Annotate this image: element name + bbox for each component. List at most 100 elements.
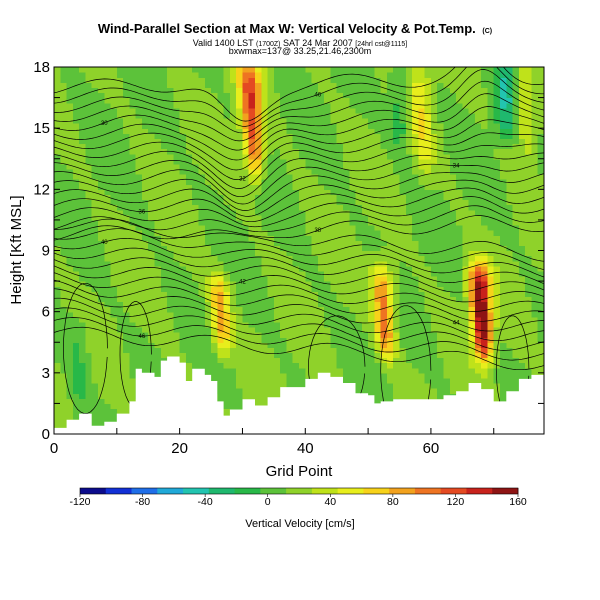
field-cell: [443, 245, 451, 252]
field-cell: [167, 240, 174, 247]
field-cell: [481, 342, 489, 348]
field-cell: [236, 357, 244, 364]
field-cell: [198, 332, 206, 338]
field-cell: [116, 245, 124, 252]
field-cell: [85, 265, 93, 272]
field-cell: [380, 163, 388, 170]
field-cell: [468, 184, 476, 190]
field-cell: [110, 332, 118, 338]
field-cell: [468, 199, 476, 206]
field-cell: [185, 92, 193, 99]
field-cell: [148, 362, 156, 369]
field-cell: [405, 174, 413, 180]
field-cell: [85, 388, 93, 394]
field-cell: [380, 342, 388, 348]
field-cell: [66, 357, 74, 364]
field-cell: [456, 168, 463, 175]
field-cell: [255, 97, 262, 104]
field-cell: [248, 337, 256, 343]
field-cell: [185, 148, 193, 155]
field-cell: [462, 301, 470, 308]
field-cell: [317, 326, 325, 333]
field-cell: [342, 209, 350, 216]
field-cell: [418, 82, 426, 88]
field-cell: [255, 296, 262, 303]
field-cell: [66, 270, 74, 277]
field-cell: [393, 112, 401, 119]
field-cell: [204, 117, 212, 124]
field-cell: [242, 342, 250, 348]
field-cell: [437, 357, 445, 364]
field-cell: [141, 347, 149, 354]
field-cell: [305, 342, 313, 348]
field-cell: [72, 240, 80, 247]
field-cell: [393, 189, 401, 196]
field-cell: [229, 332, 237, 338]
field-cell: [91, 367, 99, 374]
field-cell: [179, 179, 187, 185]
field-cell: [286, 102, 294, 109]
field-cell: [273, 87, 281, 94]
field-cell: [412, 357, 419, 364]
field-cell: [468, 270, 476, 277]
field-cell: [292, 67, 300, 73]
field-cell: [380, 367, 388, 374]
field-cell: [198, 337, 206, 343]
field-cell: [198, 296, 206, 303]
field-cell: [299, 82, 306, 88]
field-cell: [79, 240, 87, 247]
field-cell: [116, 184, 124, 190]
field-cell: [248, 214, 256, 221]
field-cell: [54, 265, 61, 272]
field-cell: [173, 275, 181, 282]
field-cell: [198, 209, 206, 216]
field-cell: [79, 97, 87, 104]
field-cell: [317, 367, 325, 374]
field-cell: [148, 219, 156, 226]
field-cell: [317, 296, 325, 303]
field-cell: [91, 87, 99, 94]
field-cell: [167, 128, 174, 134]
field-cell: [462, 286, 470, 292]
field-cell: [299, 107, 306, 114]
field-cell: [468, 77, 476, 83]
field-cell: [248, 77, 256, 83]
field-cell: [317, 311, 325, 318]
field-cell: [236, 301, 244, 308]
field-cell: [110, 240, 118, 247]
field-cell: [299, 153, 306, 160]
field-cell: [91, 168, 99, 175]
field-cell: [66, 199, 74, 206]
field-cell: [393, 301, 401, 308]
field-cell: [72, 332, 80, 338]
field-cell: [185, 128, 193, 134]
field-cell: [198, 281, 206, 287]
field-cell: [342, 260, 350, 267]
field-cell: [449, 158, 457, 165]
field-cell: [462, 97, 470, 104]
field-cell: [54, 362, 61, 369]
field-cell: [292, 107, 300, 114]
field-cell: [129, 138, 137, 145]
field-cell: [412, 321, 419, 328]
field-cell: [393, 275, 401, 282]
field-cell: [173, 296, 181, 303]
field-cell: [60, 225, 68, 231]
field-cell: [280, 342, 288, 348]
field-cell: [393, 332, 401, 338]
field-cell: [148, 321, 156, 328]
field-cell: [116, 255, 124, 262]
field-cell: [374, 393, 382, 399]
field-cell: [449, 225, 457, 231]
field-cell: [123, 377, 130, 384]
field-cell: [324, 367, 332, 374]
field-cell: [386, 92, 394, 99]
field-cell: [104, 138, 112, 145]
field-cell: [211, 270, 218, 277]
field-cell: [418, 383, 426, 389]
field-cell: [173, 219, 181, 226]
field-cell: [141, 204, 149, 211]
field-cell: [123, 225, 130, 231]
field-cell: [342, 230, 350, 236]
field-cell: [135, 77, 143, 83]
